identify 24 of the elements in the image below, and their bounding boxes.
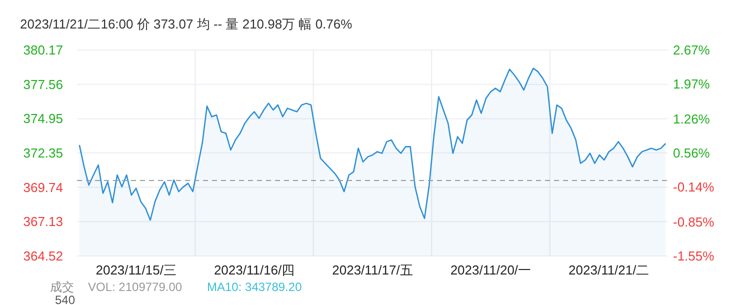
y-tick-label: 369.74 bbox=[23, 180, 63, 195]
y2-tick-label: 0.56% bbox=[673, 146, 710, 160]
x-tick-label: 2023/11/16/四 bbox=[214, 262, 295, 278]
x-tick-label: 2023/11/20/一 bbox=[450, 262, 532, 278]
x-tick-label: 2023/11/17/五 bbox=[332, 262, 413, 278]
y-tick-label: 367.13 bbox=[23, 214, 63, 230]
y-tick-label: 374.95 bbox=[23, 111, 63, 126]
y2-tick-label: -1.55% bbox=[673, 248, 715, 264]
y-tick-label: 372.35 bbox=[23, 145, 63, 160]
text: VOL: 2109779.00 bbox=[88, 280, 182, 294]
text: 2023/11/21/二16:00 价 373.07 均 -- 量 210.98万 幅 0.76% bbox=[20, 16, 353, 32]
y-tick-label: 380.17 bbox=[23, 42, 63, 58]
x-tick-label: 2023/11/15/三 bbox=[96, 262, 176, 278]
y2-tick-label: 1.26% bbox=[673, 111, 710, 126]
y-tick-label: 364.52 bbox=[23, 248, 63, 264]
text: MA10: 343789.20 bbox=[207, 280, 302, 294]
y2-tick-label: 2.67% bbox=[673, 42, 710, 58]
y-tick-label: 377.56 bbox=[23, 76, 63, 92]
y2-tick-label: -0.85% bbox=[673, 214, 715, 230]
text: 成交 bbox=[50, 280, 74, 294]
x-tick-label: 2023/11/21/二 bbox=[568, 262, 650, 278]
text: 540 bbox=[54, 293, 76, 305]
y2-tick-label: 1.97% bbox=[673, 76, 710, 92]
y2-tick-label: -0.14% bbox=[673, 180, 715, 195]
